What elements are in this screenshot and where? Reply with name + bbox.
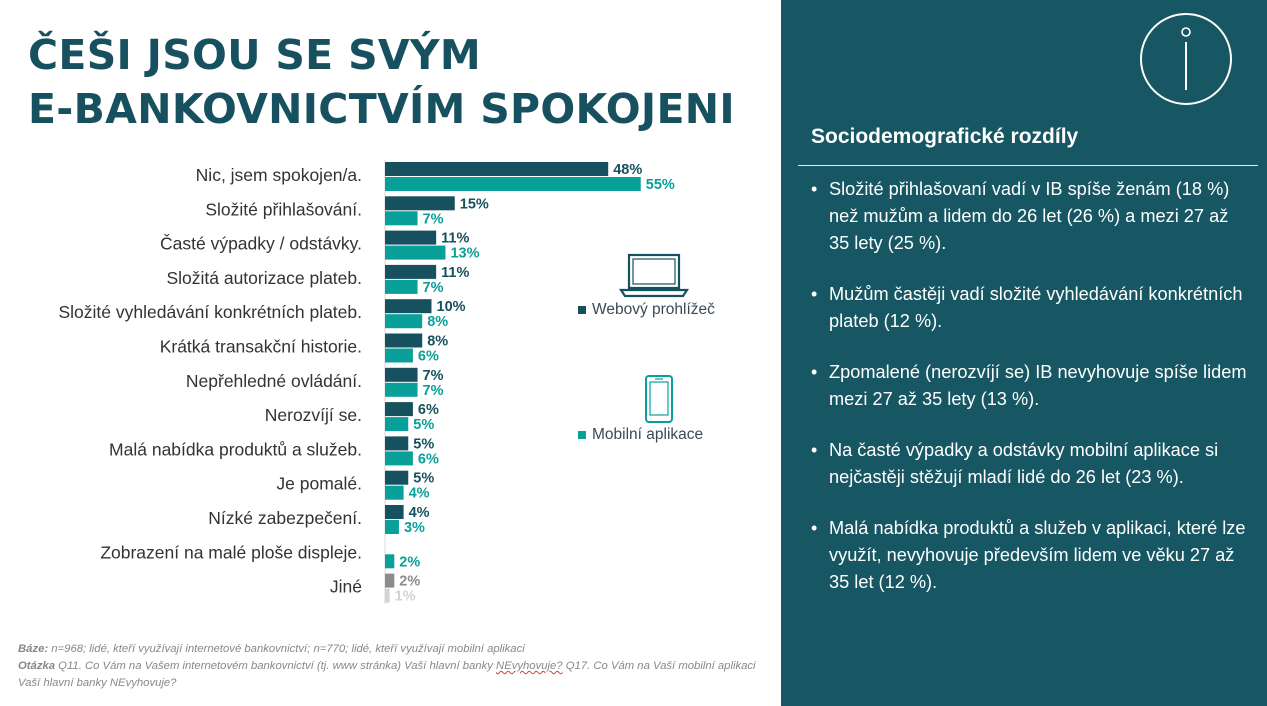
bar-mobile <box>385 520 399 534</box>
value-label-web: 2% <box>399 574 420 590</box>
legend-mobile-label: Mobilní aplikace <box>592 426 704 443</box>
value-label-web: 48% <box>613 162 642 178</box>
bar-web <box>385 436 409 451</box>
value-label-web: 4% <box>409 505 430 521</box>
bar-web <box>385 299 432 314</box>
value-label-mobile: 1% <box>395 589 416 605</box>
category-label: Nízké zabezpečení. <box>208 508 362 528</box>
info-panel: Sociodemografické rozdíly Složité přihla… <box>781 0 1267 706</box>
category-label: Složité vyhledávání konkrétních plateb. <box>58 302 362 322</box>
value-label-mobile: 55% <box>646 177 675 193</box>
panel-bullet: Malá nabídka produktů a služeb v aplikac… <box>811 515 1251 596</box>
panel-divider <box>798 165 1258 166</box>
bar-chart: Nic, jsem spokojen/a. 48%55% Složité přihl… <box>58 160 675 605</box>
value-label-mobile: 7% <box>423 211 444 227</box>
footnote-otazka: Otázka Q11. Co Vám na Vašem internetovém… <box>18 658 778 692</box>
value-label-mobile: 2% <box>399 554 420 570</box>
bar-web <box>385 230 437 245</box>
value-label-web: 5% <box>413 436 434 452</box>
panel-bullet: Na časté výpadky a odstávky mobilní apli… <box>811 437 1251 491</box>
footnote-otazka-underlined: NEvyhovuje? <box>496 660 563 672</box>
footnote-otazka-text-2: Q17. Co Vám na Vaší mobilní aplikaci Vaš… <box>18 660 756 689</box>
bar-mobile <box>385 485 404 500</box>
footnote: Báze: n=968; lidé, kteří využívají inter… <box>18 641 778 692</box>
bar-web <box>385 367 418 382</box>
bar-web <box>385 402 413 417</box>
value-label-mobile: 7% <box>423 383 444 399</box>
value-label-mobile: 13% <box>450 246 479 262</box>
bar-web <box>385 333 423 348</box>
value-label-web: 10% <box>437 299 466 315</box>
category-label: Malá nabídka produktů a služeb. <box>109 439 362 459</box>
panel-title: Sociodemografické rozdíly <box>811 125 1079 148</box>
bar-mobile <box>385 314 423 329</box>
left-content: ČEŠI JSOU SE SVÝM E-BANKOVNICTVÍM SPOKOJ… <box>18 28 778 692</box>
bar-mobile <box>385 417 409 432</box>
footnote-baze-text: n=968; lidé, kteří využívají internetové… <box>48 643 525 655</box>
value-label-mobile: 7% <box>423 280 444 296</box>
category-label: Složitá autorizace plateb. <box>166 268 362 288</box>
value-label-web: 15% <box>460 196 489 212</box>
title-line-1: ČEŠI JSOU SE SVÝM <box>28 31 482 79</box>
value-label-mobile: 6% <box>418 451 439 467</box>
legend-web: Webový prohlížeč <box>578 301 715 319</box>
bar-mobile <box>385 279 418 294</box>
category-label: Krátká transakční historie. <box>160 337 362 357</box>
value-label-web: 5% <box>413 471 434 487</box>
footnote-baze-label: Báze: <box>18 643 49 655</box>
legend-web-label: Webový prohlížeč <box>592 301 715 318</box>
bar-mobile <box>385 177 641 191</box>
title-line-2: E-BANKOVNICTVÍM SPOKOJENI <box>28 85 735 133</box>
bar-mobile <box>385 382 418 397</box>
laptop-icon <box>618 252 690 305</box>
bar-web <box>385 573 395 588</box>
bar-web <box>385 470 409 485</box>
footnote-otazka-text-1: Q11. Co Vám na Vašem internetovém bankov… <box>55 660 497 672</box>
footnote-otazka-label: Otázka <box>18 660 56 672</box>
bar-mobile <box>385 588 390 603</box>
category-label: Je pomalé. <box>276 474 362 494</box>
smartphone-icon <box>644 374 674 429</box>
category-label: Jiné <box>330 577 362 597</box>
bar-web <box>385 505 404 519</box>
category-label: Nerozvíjí se. <box>265 405 362 425</box>
value-label-web: 11% <box>441 231 469 247</box>
bar-mobile <box>385 245 446 260</box>
bar-mobile <box>385 554 395 569</box>
bar-mobile <box>385 451 413 466</box>
legend-mobile: Mobilní aplikace <box>578 426 703 444</box>
panel-bullet: Mužům častěji vadí složité vyhledávání k… <box>811 281 1251 335</box>
bar-mobile <box>385 348 413 363</box>
bar-web <box>385 162 609 176</box>
panel-bullets: Složité přihlašovaní vadí v IB spíše žen… <box>811 176 1251 620</box>
bar-web <box>385 196 455 211</box>
value-label-mobile: 8% <box>427 314 448 330</box>
footnote-baze: Báze: n=968; lidé, kteří využívají inter… <box>18 641 778 658</box>
category-label: Zobrazení na malé ploše displeje. <box>100 542 362 562</box>
value-label-mobile: 6% <box>418 349 439 365</box>
category-label: Časté výpadky / odstávky. <box>160 233 362 254</box>
value-label-web: 6% <box>418 402 439 418</box>
category-label: Nic, jsem spokojen/a. <box>196 165 362 185</box>
legend-web-swatch <box>578 306 586 314</box>
value-label-mobile: 4% <box>409 486 430 502</box>
category-label: Nepřehledné ovládání. <box>186 371 362 391</box>
bar-mobile <box>385 211 418 226</box>
page-title: ČEŠI JSOU SE SVÝM E-BANKOVNICTVÍM SPOKOJ… <box>28 28 768 136</box>
value-label-web: 7% <box>423 368 444 384</box>
panel-bullet: Složité přihlašovaní vadí v IB spíše žen… <box>811 176 1251 257</box>
value-label-mobile: 3% <box>404 520 425 536</box>
value-label-web: 8% <box>427 334 448 350</box>
legend-mobile-swatch <box>578 431 586 439</box>
bar-web <box>385 264 437 279</box>
value-label-web: 11% <box>441 265 469 281</box>
category-label: Složité přihlašování. <box>205 199 362 219</box>
panel-bullet: Zpomalené (nerozvíjí se) IB nevyhovuje s… <box>811 359 1251 413</box>
value-label-mobile: 5% <box>413 417 434 433</box>
info-icon <box>1139 12 1233 106</box>
